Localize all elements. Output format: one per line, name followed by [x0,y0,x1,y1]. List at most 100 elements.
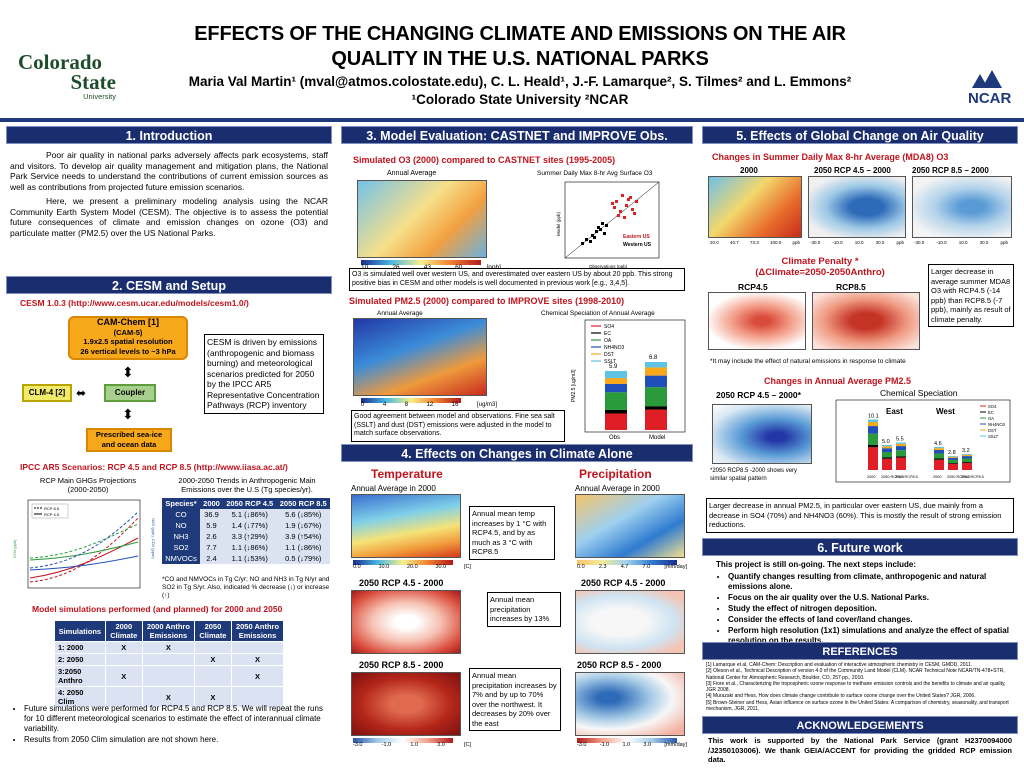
trend-cell: 1.1 (↓86%) [222,542,277,553]
scatter-point-west [597,226,600,229]
simulation-cell [104,653,143,666]
change-bar-segment [962,462,972,470]
scatter-point-east [625,204,628,207]
pm25-change-note: Larger decrease in annual PM2.5, in part… [706,498,1014,533]
scatter-point-west [589,240,592,243]
trend-row: SO2 7.7 1.1 (↓86%) 1.1 (↓86%) [162,542,330,553]
o3-scatter-plot: Eastern US Western US Observations (ppb)… [556,181,660,269]
change-bar-segment [868,419,878,423]
ocean-box: Prescribed sea-ice and ocean data [86,428,172,452]
change-bar-value: 3.2 [962,448,970,454]
trend-cell: 36.9 [200,509,223,520]
speciation-bar-segment [645,362,667,368]
o3-annual-map [357,180,487,258]
change-bar-segment [882,446,892,449]
legend-label: OA [604,338,612,344]
acknowledgements-text: This work is supported by the National P… [708,736,1012,764]
simulation-cell: 1: 2000 [54,641,106,654]
pm25-map-footnote: *2050 RCP8.5 -2000 shows very similar sp… [710,468,798,482]
bar-value-label: 5.9 [609,364,618,370]
change-bar-segment [882,458,892,470]
change-bar-segment [948,459,958,463]
mda8-2000-ticks: 20.0 40.7 73.3 100.0 ppb [710,240,800,245]
trend-cell: 5.6 (↓85%) [276,509,330,520]
change-bar-segment [896,457,906,470]
temp-colorbar [353,560,453,565]
pm25-colorbar-ticks: 0 4 8 12 16 [ug/m3] [361,402,497,408]
precip-colorbar [577,560,677,565]
change-bar-segment [896,456,906,458]
legend-label: SSLT [988,434,999,439]
trend-cell: NO [162,520,201,531]
temp-rcp85-label: 2050 RCP 8.5 - 2000 [359,660,444,670]
mda8-rcp85-ticks: -30.0 -10.0 10.0 30.0 ppb [914,240,1008,245]
speciation-bar-segment [605,409,627,414]
simulation-cell: X [193,686,233,708]
svg-text:East: East [886,407,903,416]
penalty-footnote: *It may include the effect of natural em… [710,358,906,365]
trend-table-note: *CO and NMVOCs in Tg C/yr; NO and NH3 in… [162,576,330,599]
simulation-row: 4: 2050 Clim X X [54,686,284,708]
speciation-bar-segment [605,371,627,379]
scatter-point-west [599,228,602,231]
scatter-point-west [593,236,596,239]
precip-rcp85-map [575,672,685,736]
setup-bullets: Future simulations were performed for RC… [12,704,328,746]
pm25-change-subtitle: Changes in Annual Average PM2.5 [764,376,912,386]
arrow-updown-icon: ⬍ [122,364,134,380]
trend-cell: NH3 [162,531,201,542]
svg-text:N2O (ppb), CO2 (ppm): N2O (ppb), CO2 (ppm) [151,518,156,559]
setup-bullet: Future simulations were performed for RC… [24,704,328,734]
scatter-point-west [581,242,584,245]
scatter-point-east [635,200,638,203]
temp-colorbar-ticks: 0.0 10.0 20.0 30.0 [C] [353,564,471,570]
legend-label: NH4NO3 [988,422,1006,427]
section-introduction-title: 1. Introduction [6,126,332,144]
trend-table-title: 2000-2050 Trends in Anthropogenic Main Em… [178,476,316,494]
section-future-work-title: 6. Future work [702,538,1018,556]
pm25-change-speciation-chart: East West 10.1 2000 5.0 2050 RCP4.5 5.5 2050 … [835,399,1011,483]
speciation-bar-segment [645,406,667,410]
pm25-subtitle: Simulated PM2.5 (2000) compared to IMPRO… [349,296,625,306]
temp-rcp85-map [351,672,461,736]
section-cesm-title: 2. CESM and Setup [6,276,332,294]
scatter-point-east [629,196,632,199]
mda8-rcp45-map [808,176,906,238]
change-bar-segment [934,448,944,450]
change-bar-segment [868,426,878,434]
precip-colorbar-ticks: 0.0 2.3 4.7 7.0 [mm/day] [577,564,687,570]
simulation-cell: X [193,653,233,666]
acknowledgements-title: ACKNOWLEDGEMENTS [702,716,1018,734]
precip-rcp85-label: 2050 RCP 8.5 - 2000 [577,660,662,670]
scatter-point-west [595,230,598,233]
dtemp-colorbar-ticks: -3.0 -1.0 1.0 3.0 [C] [353,742,471,748]
change-bar-value: 2.8 [948,450,956,456]
references-list: [1] Lamarque et al, CAM-Chem: Descriptio… [706,662,1016,712]
affiliation: ¹Colorado State University ²NCAR [411,92,629,107]
trend-cell: 3.9 (↑54%) [276,531,330,542]
scatter-point-west [585,238,588,241]
trend-row: NO 5.9 1.4 (↓77%) 1.9 (↓67%) [162,520,330,531]
mda8-2000-map [708,176,802,238]
trend-cell: 1.9 (↓67%) [276,520,330,531]
simulation-cell [231,641,284,654]
temp-rcp45-map [351,590,461,654]
mda8-rcp85-map [912,176,1012,238]
pm25-colorbar [361,398,461,403]
change-bar-segment [882,445,892,447]
mda8-2000-label: 2000 [740,166,758,175]
scatter-point-west [601,222,604,225]
penalty-rcp85-label: RCP8.5 [836,282,866,292]
reference-item: [5] Brown-Steiner and Hess, Asian influe… [706,699,1009,713]
speciation-bar-segment [605,383,627,393]
change-bar-value: 4.6 [934,441,942,447]
change-bar-segment [948,463,958,470]
simulation-cell: 3:2050 Anthro [54,665,106,687]
simulation-cell: X [231,665,284,687]
change-bar-value: 5.5 [896,437,904,443]
dprecip-colorbar [577,738,677,743]
trend-cell: CO [162,509,201,520]
scatter-point-east [619,210,622,213]
trend-row: CO 36.9 5.1 (↓86%) 5.6 (↓85%) [162,509,330,520]
